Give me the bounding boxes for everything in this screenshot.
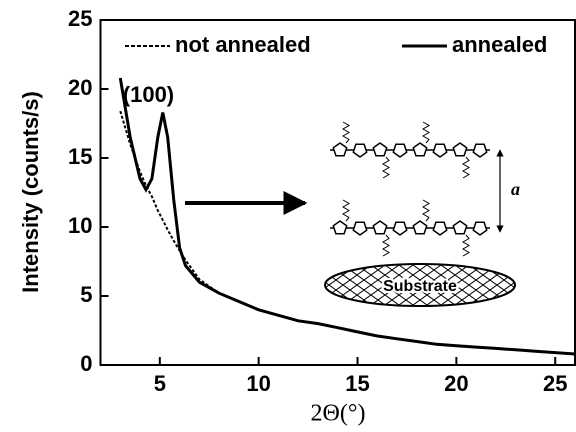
side-chain bbox=[462, 156, 470, 179]
thiophene-ring bbox=[352, 221, 368, 236]
x-tick-label: 15 bbox=[345, 371, 369, 396]
side-chain bbox=[422, 199, 430, 222]
thiophene-ring bbox=[432, 143, 448, 158]
y-tick-label: 10 bbox=[68, 213, 92, 238]
thiophene-ring bbox=[372, 220, 388, 235]
side-chain bbox=[382, 234, 390, 257]
y-tick-label: 0 bbox=[80, 351, 92, 376]
thiophene-ring bbox=[332, 220, 348, 235]
thiophene-ring bbox=[472, 221, 488, 236]
x-tick-label: 25 bbox=[543, 371, 567, 396]
legend-label: not annealed bbox=[175, 32, 311, 57]
thiophene-ring bbox=[332, 142, 348, 157]
side-chain bbox=[382, 156, 390, 179]
side-chain bbox=[422, 121, 430, 144]
thiophene-ring bbox=[352, 143, 368, 158]
y-axis-label: Intensity (counts/s) bbox=[18, 91, 43, 293]
substrate-label: Substrate bbox=[383, 278, 457, 295]
side-chain bbox=[342, 199, 350, 222]
peak-label: (100) bbox=[123, 82, 174, 107]
thiophene-ring bbox=[432, 221, 448, 236]
y-tick-label: 5 bbox=[80, 282, 92, 307]
x-tick-label: 5 bbox=[154, 371, 166, 396]
inset-diagram: a Substrate bbox=[185, 121, 520, 307]
substrate bbox=[324, 263, 516, 307]
thiophene-ring bbox=[392, 143, 408, 158]
side-chain bbox=[462, 234, 470, 257]
data-line bbox=[118, 77, 576, 356]
thiophene-ring bbox=[472, 143, 488, 158]
thiophene-ring bbox=[452, 142, 468, 157]
thiophene-ring bbox=[412, 142, 428, 157]
thiophene-ring bbox=[412, 220, 428, 235]
side-chain bbox=[342, 121, 350, 144]
x-tick-label: 20 bbox=[444, 371, 468, 396]
thiophene-ring bbox=[392, 221, 408, 236]
spacing-label: a bbox=[511, 179, 520, 199]
data-line bbox=[119, 110, 576, 355]
thiophene-ring bbox=[372, 142, 388, 157]
x-axis-label: 2Θ(°) bbox=[311, 401, 366, 427]
y-tick-label: 25 bbox=[68, 6, 92, 31]
y-tick-label: 15 bbox=[68, 144, 92, 169]
x-tick-label: 10 bbox=[246, 371, 270, 396]
thiophene-ring bbox=[452, 220, 468, 235]
y-tick-label: 20 bbox=[68, 75, 92, 100]
plot-frame bbox=[99, 19, 576, 366]
legend-label: annealed bbox=[452, 32, 547, 57]
